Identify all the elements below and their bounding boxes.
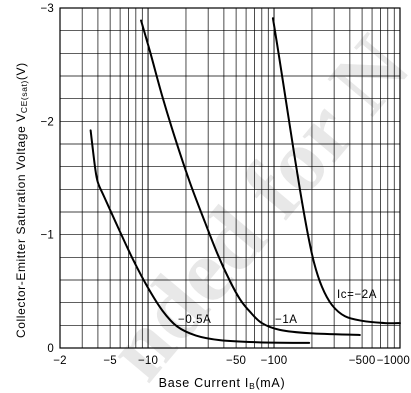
x-axis-label-subscript: B xyxy=(249,381,255,391)
x-tick-label: −10 xyxy=(138,355,158,367)
x-axis-label-main: Base Current I xyxy=(159,376,249,390)
series-label: −1A xyxy=(275,314,298,326)
y-axis-label-unit: (V) xyxy=(14,62,28,80)
y-tick-label: −3 xyxy=(40,3,54,15)
x-tick-label: −2 xyxy=(53,355,67,367)
y-axis-label-main: Collector-Emitter Saturation Voltage V xyxy=(14,113,28,338)
x-tick-label: −100 xyxy=(261,355,288,367)
series-lines xyxy=(89,17,401,344)
x-tick-label: −500 xyxy=(349,355,376,367)
series-line-1 xyxy=(89,129,311,344)
series-line-2 xyxy=(140,19,361,336)
y-tick-label: −1 xyxy=(40,230,54,242)
grid xyxy=(60,8,400,348)
x-axis-label: Base Current IB(mA) xyxy=(159,376,286,391)
y-tick-label: −2 xyxy=(40,116,54,128)
y-axis-label: Collector-Emitter Saturation Voltage VCE… xyxy=(14,62,29,338)
x-tick-label: −50 xyxy=(226,355,246,367)
x-tick-label: −1000 xyxy=(377,355,410,367)
x-axis-label-unit: (mA) xyxy=(255,376,285,390)
y-tick-label: 0 xyxy=(47,343,54,355)
series-line-3 xyxy=(271,17,401,325)
plot-frame xyxy=(59,7,401,349)
y-axis-label-subscript: CE(sat) xyxy=(19,80,29,113)
series-label: Ic=−2A xyxy=(337,289,377,301)
x-tick-label: −5 xyxy=(103,355,117,367)
series-label: −0.5A xyxy=(178,314,211,326)
axis-tick-labels: −2 −5 −10 −50 −100 −500 −1000−3−2−10 xyxy=(40,3,410,367)
